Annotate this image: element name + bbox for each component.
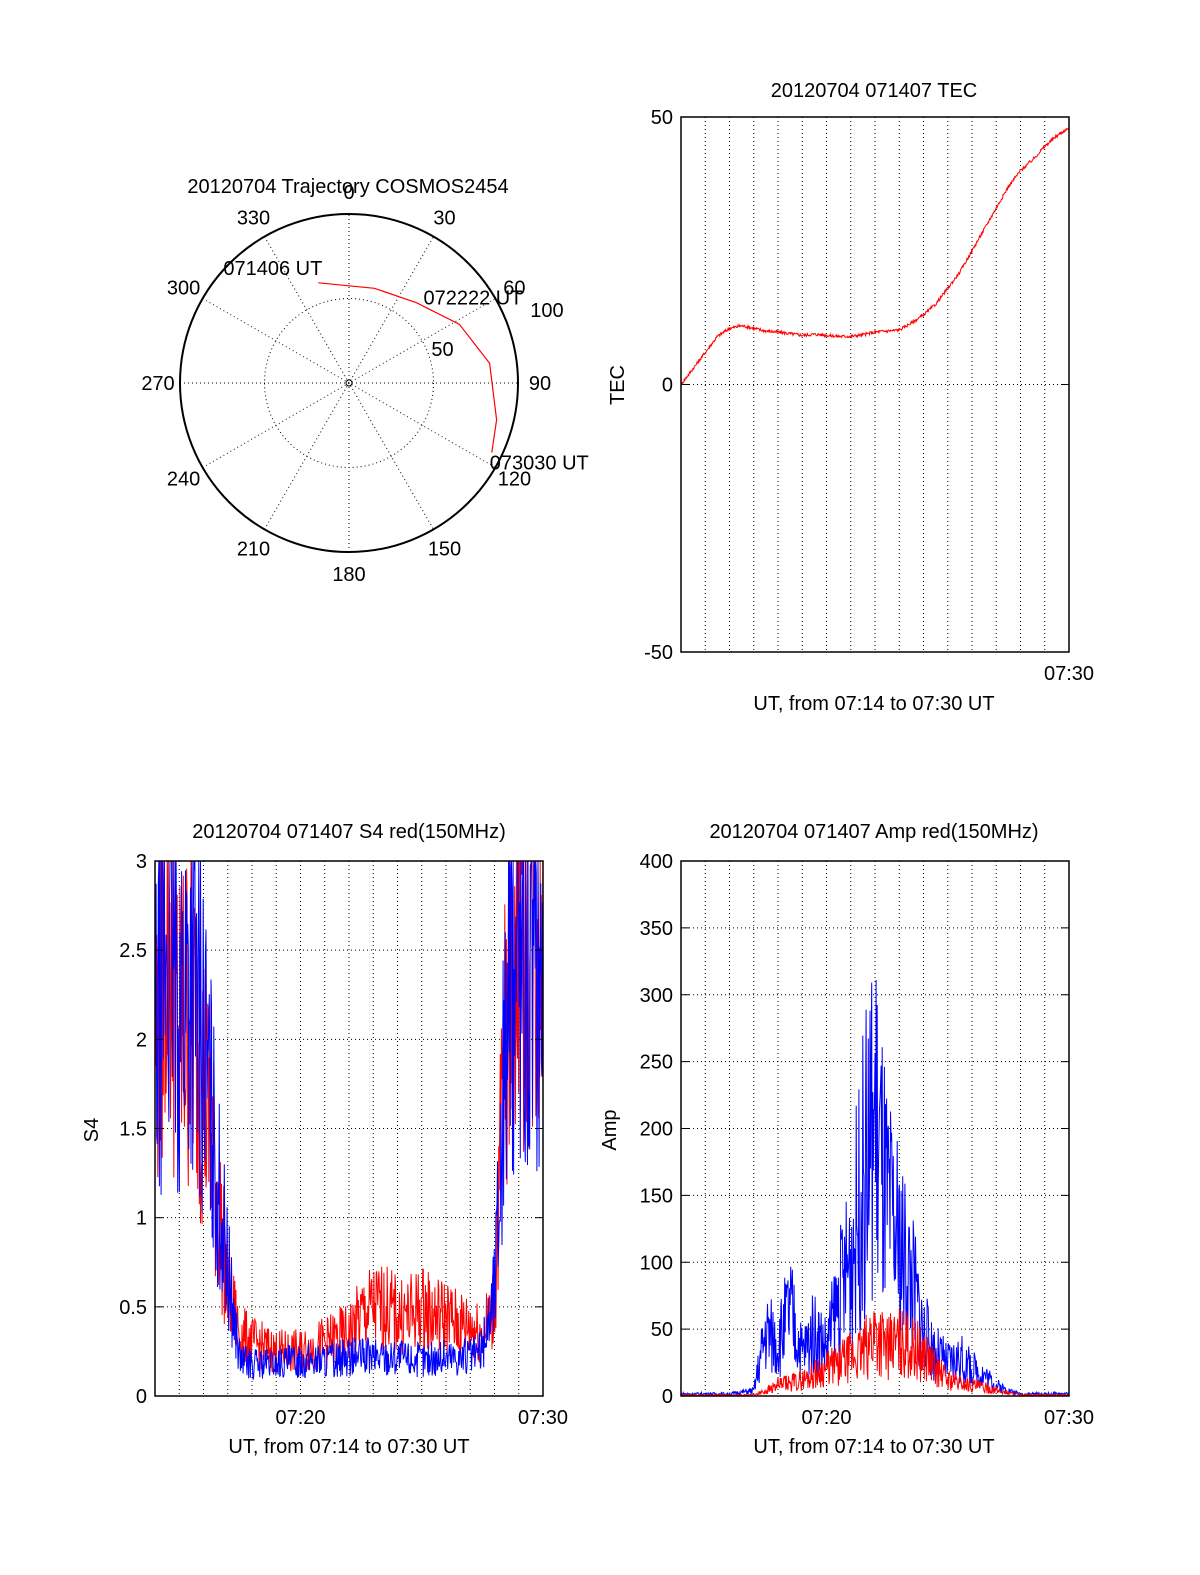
x-tick-label: 07:30 <box>518 1407 568 1429</box>
y-tick-label: 2.5 <box>119 940 147 962</box>
azimuth-tick-label: 300 <box>167 278 200 300</box>
s4-title: 20120704 071407 S4 red(150MHz) <box>192 821 506 843</box>
polar-spoke <box>264 236 434 530</box>
azimuth-tick-label: 330 <box>237 208 270 230</box>
amp-title: 20120704 071407 Amp red(150MHz) <box>709 821 1038 843</box>
y-tick-label: 0 <box>662 375 673 397</box>
series-line <box>680 1307 1069 1397</box>
s4-ylabel: S4 <box>81 1118 103 1142</box>
y-tick-label: 0 <box>136 1386 147 1408</box>
trajectory-time-label: 072222 UT <box>423 288 522 310</box>
azimuth-tick-label: 30 <box>433 208 455 230</box>
trajectory-time-label: 073030 UT <box>490 453 589 475</box>
y-tick-label: 50 <box>651 1319 673 1341</box>
azimuth-tick-label: 150 <box>428 538 461 560</box>
amp-ylabel: Amp <box>599 1109 621 1150</box>
y-tick-label: 400 <box>640 851 673 873</box>
y-tick-label: 300 <box>640 985 673 1007</box>
y-tick-label: -50 <box>644 642 673 664</box>
tec-panel: 20120704 071407 TEC UT, from 07:14 to 07… <box>607 80 1094 715</box>
s4-panel: 20120704 071407 S4 red(150MHz) UT, from … <box>81 821 568 1458</box>
azimuth-tick-label: 0 <box>343 182 354 204</box>
y-tick-label: 100 <box>640 1252 673 1274</box>
trajectory-panel: 20120704 Trajectory COSMOS2454 0 30 60 90 12… <box>141 176 588 586</box>
radial-tick-label: 100 <box>530 300 563 322</box>
x-tick-label: 07:20 <box>801 1407 851 1429</box>
s4-xlabel: UT, from 07:14 to 07:30 UT <box>228 1436 469 1458</box>
trajectory-line <box>318 282 498 453</box>
y-tick-label: 2 <box>136 1029 147 1051</box>
x-tick-label: 07:20 <box>275 1407 325 1429</box>
amp-xlabel: UT, from 07:14 to 07:30 UT <box>753 1436 994 1458</box>
y-tick-label: 0.5 <box>119 1297 147 1319</box>
azimuth-tick-label: 90 <box>529 373 551 395</box>
amp-panel: 20120704 071407 Amp red(150MHz) UT, from… <box>599 821 1094 1458</box>
x-tick-label: 07:30 <box>1044 1407 1094 1429</box>
azimuth-tick-label: 270 <box>141 373 174 395</box>
y-tick-label: 50 <box>651 107 673 129</box>
azimuth-tick-label: 120 <box>498 469 531 491</box>
y-tick-label: 0 <box>662 1386 673 1408</box>
series-line <box>154 860 544 1380</box>
tec-xlabel: UT, from 07:14 to 07:30 UT <box>753 693 994 715</box>
series-line <box>680 127 1070 386</box>
y-tick-label: 1.5 <box>119 1119 147 1141</box>
y-tick-label: 200 <box>640 1119 673 1141</box>
y-tick-label: 1 <box>136 1208 147 1230</box>
trajectory-title: 20120704 Trajectory COSMOS2454 <box>187 176 508 198</box>
azimuth-tick-label: 60 <box>503 278 525 300</box>
y-tick-label: 150 <box>640 1185 673 1207</box>
series-line <box>680 979 1070 1398</box>
tec-ylabel: TEC <box>607 365 629 405</box>
y-tick-label: 350 <box>640 918 673 940</box>
trajectory-time-label: 071406 UT <box>223 258 322 280</box>
tec-title: 20120704 071407 TEC <box>771 80 977 102</box>
x-tick-label: 07:30 <box>1044 663 1094 685</box>
y-tick-label: 250 <box>640 1052 673 1074</box>
azimuth-tick-label: 240 <box>167 469 200 491</box>
polar-center-mark <box>345 379 353 387</box>
azimuth-tick-label: 210 <box>237 538 270 560</box>
y-tick-label: 3 <box>136 851 147 873</box>
radial-tick-label: 50 <box>431 339 453 361</box>
azimuth-tick-label: 180 <box>332 564 365 586</box>
